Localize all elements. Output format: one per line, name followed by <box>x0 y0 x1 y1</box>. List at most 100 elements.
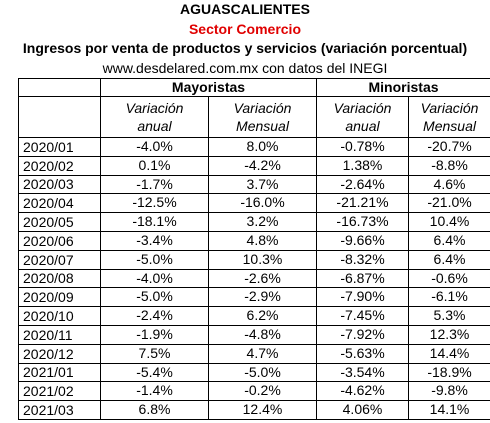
value-cell: 8.0% <box>208 137 317 157</box>
value-cell: -3.4% <box>100 230 209 251</box>
period-cell: 2020/03 <box>18 174 101 195</box>
value-cell: 6.4% <box>407 230 490 251</box>
value-cell: -4.0% <box>100 137 209 157</box>
value-cell: 12.3% <box>407 324 490 345</box>
period-cell: 2020/01 <box>18 137 101 157</box>
subheader-line: anual <box>137 118 172 134</box>
value-cell: -5.0% <box>100 249 209 270</box>
value-cell: -16.0% <box>208 193 317 214</box>
group-header: Mayoristas <box>100 78 317 97</box>
value-cell: -4.8% <box>208 324 317 345</box>
subheader: Variación Mensual <box>407 96 490 138</box>
subtitle: Sector Comercio <box>188 20 302 37</box>
period-cell: 2021/02 <box>18 381 101 402</box>
value-cell: -5.0% <box>208 362 317 383</box>
value-cell: -2.64% <box>316 174 409 195</box>
period-cell: 2020/02 <box>18 155 101 176</box>
value-cell: -2.6% <box>208 268 317 289</box>
subheader-line: anual <box>345 118 380 134</box>
value-cell: -7.90% <box>316 287 409 308</box>
data-row: 2020/07 -5.0% 10.3% -8.32% 6.4% <box>18 249 490 270</box>
group-row: Mayoristas Minoristas <box>18 78 490 97</box>
value-cell: 10.3% <box>208 249 317 270</box>
period-cell: 2020/06 <box>18 230 101 251</box>
value-cell: -2.4% <box>100 306 209 326</box>
value-cell: -0.78% <box>316 137 409 157</box>
value-cell: -18.1% <box>100 212 209 232</box>
corner-cell <box>18 96 101 138</box>
value-cell: 6.8% <box>100 400 209 420</box>
period-cell: 2021/01 <box>18 362 101 383</box>
value-cell: 14.4% <box>407 343 490 364</box>
table-body: Mayoristas Minoristas Variación anual Variac… <box>18 78 490 420</box>
value-cell: -6.87% <box>316 268 409 289</box>
data-row: 2020/10 -2.4% 6.2% -7.45% 5.3% <box>18 306 490 326</box>
subheader-line: Variación <box>125 100 184 116</box>
value-cell: -9.66% <box>316 230 409 251</box>
value-cell: -7.45% <box>316 306 409 326</box>
value-cell: 6.2% <box>208 306 317 326</box>
value-cell: -4.0% <box>100 268 209 289</box>
period-cell: 2020/04 <box>18 193 101 214</box>
value-cell: -5.4% <box>100 362 209 383</box>
data-row: 2020/11 -1.9% -4.8% -7.92% 12.3% <box>18 324 490 345</box>
subheader-line: Variación <box>333 100 392 116</box>
value-cell: 3.7% <box>208 174 317 195</box>
data-row: 2020/04 -12.5% -16.0% -21.21% -21.0% <box>18 193 490 214</box>
value-cell: 6.4% <box>407 249 490 270</box>
value-cell: -8.8% <box>407 155 490 176</box>
subheader-line: Mensual <box>423 118 476 134</box>
value-cell: -3.54% <box>316 362 409 383</box>
value-cell: 4.6% <box>407 174 490 195</box>
period-cell: 2021/03 <box>18 400 101 420</box>
value-cell: 12.4% <box>208 400 317 420</box>
value-cell: -0.2% <box>208 381 317 402</box>
source: www.desdelared.com.mx con datos del INEG… <box>102 59 388 76</box>
period-cell: 2020/12 <box>18 343 101 364</box>
value-cell: -4.2% <box>208 155 317 176</box>
data-table: Mayoristas Minoristas Variación anual Variac… <box>18 78 490 420</box>
data-row: 2020/01 -4.0% 8.0% -0.78% -20.7% <box>18 137 490 157</box>
value-cell: 5.3% <box>407 306 490 326</box>
data-row: 2021/01 -5.4% -5.0% -3.54% -18.9% <box>18 362 490 383</box>
description: Ingresos por venta de productos y servic… <box>22 40 468 56</box>
value-cell: -7.92% <box>316 324 409 345</box>
value-cell: -16.73% <box>316 212 409 232</box>
data-row: 2020/06 -3.4% 4.8% -9.66% 6.4% <box>18 230 490 251</box>
subheader-line: Variación <box>420 100 479 116</box>
subheader: Variación anual <box>316 96 409 138</box>
period-cell: 2020/09 <box>18 287 101 308</box>
data-row: 2020/12 7.5% 4.7% -5.63% 14.4% <box>18 343 490 364</box>
data-row: 2021/03 6.8% 12.4% 4.06% 14.1% <box>18 400 490 420</box>
subheader-row: Variación anual Variación Mensual Variación a… <box>18 96 490 138</box>
value-cell: 4.7% <box>208 343 317 364</box>
value-cell: -1.9% <box>100 324 209 345</box>
value-cell: -20.7% <box>407 137 490 157</box>
period-cell: 2020/08 <box>18 268 101 289</box>
value-cell: -8.32% <box>316 249 409 270</box>
data-row: 2020/09 -5.0% -2.9% -7.90% -6.1% <box>18 287 490 308</box>
value-cell: 0.1% <box>100 155 209 176</box>
value-cell: 4.8% <box>208 230 317 251</box>
data-row: 2020/02 0.1% -4.2% 1.38% -8.8% <box>18 155 490 176</box>
period-cell: 2020/05 <box>18 212 101 232</box>
group-header: Minoristas <box>315 78 490 97</box>
value-cell: -5.0% <box>100 287 209 308</box>
value-cell: -18.9% <box>407 362 490 383</box>
value-cell: 10.4% <box>407 212 490 232</box>
data-row: 2021/02 -1.4% -0.2% -4.62% -9.8% <box>18 381 490 402</box>
data-row: 2020/05 -18.1% 3.2% -16.73% 10.4% <box>18 212 490 232</box>
value-cell: 7.5% <box>100 343 209 364</box>
subheader: Variación Mensual <box>208 96 317 138</box>
value-cell: 1.38% <box>316 155 409 176</box>
value-cell: -21.21% <box>316 193 409 214</box>
value-cell: -9.8% <box>407 381 490 402</box>
value-cell: -1.7% <box>100 174 209 195</box>
subheader: Variación anual <box>100 96 209 138</box>
value-cell: 3.2% <box>208 212 317 232</box>
value-cell: -6.1% <box>407 287 490 308</box>
title: AGUASCALIENTES <box>180 1 310 17</box>
value-cell: 4.06% <box>316 400 409 420</box>
subheader-line: Mensual <box>236 118 289 134</box>
